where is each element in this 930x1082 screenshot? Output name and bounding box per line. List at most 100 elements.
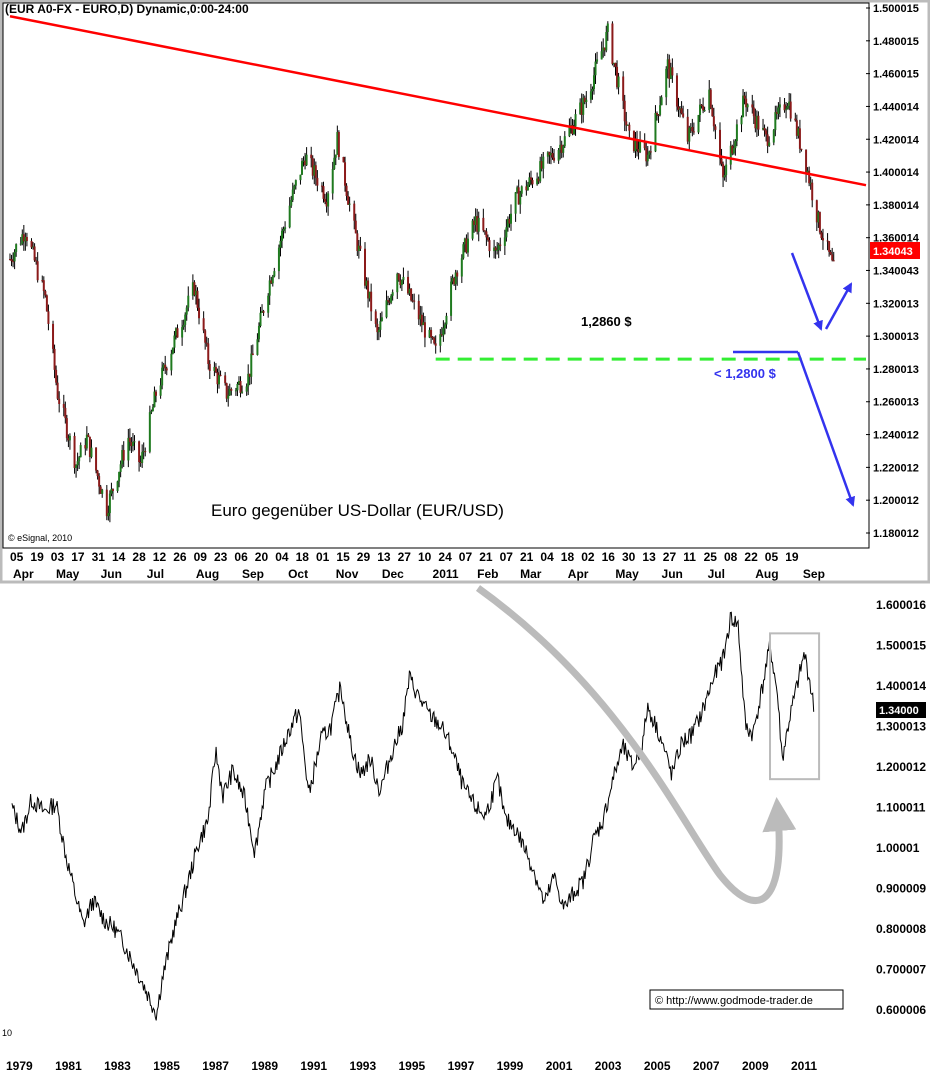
top-x-day-label: 26 bbox=[173, 550, 187, 564]
candle-body bbox=[689, 127, 692, 129]
top-y-tick-label: 1.420014 bbox=[873, 134, 920, 146]
candle-body bbox=[431, 337, 434, 339]
candle-body bbox=[342, 156, 345, 163]
candle-body bbox=[765, 130, 768, 135]
candle-body bbox=[25, 236, 28, 241]
bottom-x-tick-label: 1995 bbox=[399, 1059, 426, 1073]
top-price-label: 1.34043 bbox=[873, 246, 913, 258]
candle-body bbox=[832, 260, 835, 262]
candle-body bbox=[234, 390, 237, 392]
top-x-month-label: Oct bbox=[288, 567, 308, 581]
top-x-day-label: 27 bbox=[398, 550, 412, 564]
candle-body bbox=[96, 470, 99, 477]
candle-body bbox=[333, 157, 336, 170]
top-y-tick-label: 1.500015 bbox=[873, 3, 919, 15]
candle-body bbox=[84, 445, 87, 449]
bottom-x-tick-label: 1987 bbox=[202, 1059, 229, 1073]
candle-body bbox=[762, 127, 765, 130]
candle-body bbox=[820, 232, 823, 239]
candle-body bbox=[783, 104, 786, 111]
top-x-day-label: 13 bbox=[377, 550, 391, 564]
candle-body bbox=[466, 238, 469, 253]
top-x-month-label: Mar bbox=[520, 567, 542, 581]
top-chart-title: Euro gegenüber US-Dollar (EUR/USD) bbox=[211, 501, 504, 520]
candle-body bbox=[239, 381, 242, 393]
candle-body bbox=[327, 193, 330, 207]
candle-body bbox=[277, 247, 280, 272]
candle-body bbox=[133, 441, 136, 443]
bottom-price-label: 1.34000 bbox=[879, 705, 919, 717]
candle-body bbox=[580, 102, 583, 115]
blue-target-annotation: < 1,2800 $ bbox=[714, 252, 855, 507]
top-y-tick-label: 1.440014 bbox=[873, 101, 920, 113]
candle-body bbox=[162, 364, 165, 368]
candle-body bbox=[47, 311, 50, 324]
top-y-tick-label: 1.240012 bbox=[873, 430, 919, 442]
candle-body bbox=[817, 212, 820, 223]
top-x-day-label: 29 bbox=[357, 550, 371, 564]
candle-body bbox=[402, 276, 405, 281]
candle-body bbox=[692, 131, 695, 133]
candle-body bbox=[697, 115, 700, 133]
candle-body bbox=[354, 220, 357, 234]
candle-body bbox=[187, 295, 190, 308]
candle-body bbox=[311, 158, 314, 176]
candle-body bbox=[367, 280, 370, 299]
top-x-day-label: 18 bbox=[296, 550, 310, 564]
candle-body bbox=[536, 178, 539, 185]
top-x-day-label: 21 bbox=[520, 550, 534, 564]
top-y-tick-label: 1.400014 bbox=[873, 167, 920, 179]
candle-body bbox=[828, 241, 831, 252]
top-panel-frame bbox=[0, 0, 930, 584]
top-x-day-label: 04 bbox=[540, 550, 554, 564]
target-label: < 1,2800 $ bbox=[714, 366, 777, 381]
candle-body bbox=[680, 108, 683, 114]
candle-body bbox=[711, 107, 714, 117]
candle-body bbox=[219, 374, 222, 376]
top-x-month-label: Apr bbox=[13, 567, 34, 581]
bottom-x-axis: 1979 1981 1983 1985 1987 1989 1991 1993 1995 1997… bbox=[6, 1059, 817, 1073]
top-y-tick-label: 1.300013 bbox=[873, 331, 919, 343]
candle-body bbox=[529, 177, 532, 181]
candle-body bbox=[514, 192, 517, 214]
candle-body bbox=[617, 76, 620, 88]
candle-body bbox=[90, 447, 93, 457]
candle-body bbox=[549, 153, 552, 156]
bottom-y-tick-label: 1.00001 bbox=[876, 841, 920, 855]
candle-body bbox=[682, 113, 685, 117]
candle-body bbox=[806, 170, 809, 173]
candle-body bbox=[250, 353, 253, 377]
highlight-box bbox=[769, 632, 821, 781]
top-y-tick-label: 1.460015 bbox=[873, 69, 919, 81]
candle-body bbox=[368, 291, 371, 299]
candle-body bbox=[111, 489, 114, 492]
candle-body bbox=[714, 126, 717, 130]
candle-body bbox=[537, 178, 540, 182]
candle-body bbox=[506, 218, 509, 228]
candle-body bbox=[320, 185, 323, 187]
top-x-day-label: 19 bbox=[30, 550, 44, 564]
candle-body bbox=[471, 220, 474, 239]
candle-body bbox=[15, 244, 18, 252]
grey-curved-arrow bbox=[475, 585, 797, 905]
candle-body bbox=[237, 381, 240, 384]
top-chart-header: (EUR A0-FX - EURO,D) Dynamic,0:00-24:00 bbox=[5, 2, 249, 16]
bottom-last-price: 1.34000 bbox=[876, 702, 926, 718]
candle-body bbox=[720, 158, 723, 164]
candle-body bbox=[503, 237, 506, 246]
bottom-x-tick-label: 1993 bbox=[349, 1059, 376, 1073]
candle-body bbox=[267, 295, 270, 313]
candle-body bbox=[230, 388, 233, 391]
candle-body bbox=[657, 114, 660, 116]
candle-body bbox=[677, 106, 680, 110]
candle-body bbox=[196, 290, 199, 308]
candle-body bbox=[454, 272, 457, 285]
candle-body bbox=[290, 200, 293, 206]
candle-body bbox=[483, 230, 486, 232]
candle-body bbox=[691, 127, 694, 132]
candle-body bbox=[622, 76, 625, 101]
candle-body bbox=[612, 62, 615, 64]
bottom-x-tick-label: 2003 bbox=[595, 1059, 622, 1073]
credit-text: © http://www.godmode-trader.de bbox=[655, 995, 813, 1007]
top-x-day-label: 16 bbox=[602, 550, 616, 564]
